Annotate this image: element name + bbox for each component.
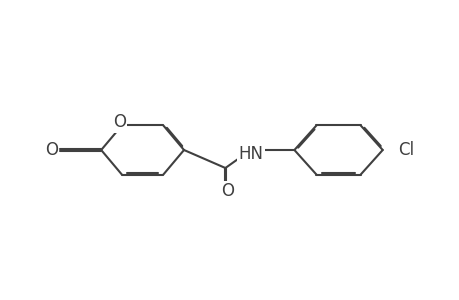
Text: O: O bbox=[45, 141, 58, 159]
Text: HN: HN bbox=[238, 145, 263, 163]
Text: O: O bbox=[221, 182, 234, 200]
Text: O: O bbox=[113, 113, 126, 131]
Text: Cl: Cl bbox=[397, 141, 414, 159]
